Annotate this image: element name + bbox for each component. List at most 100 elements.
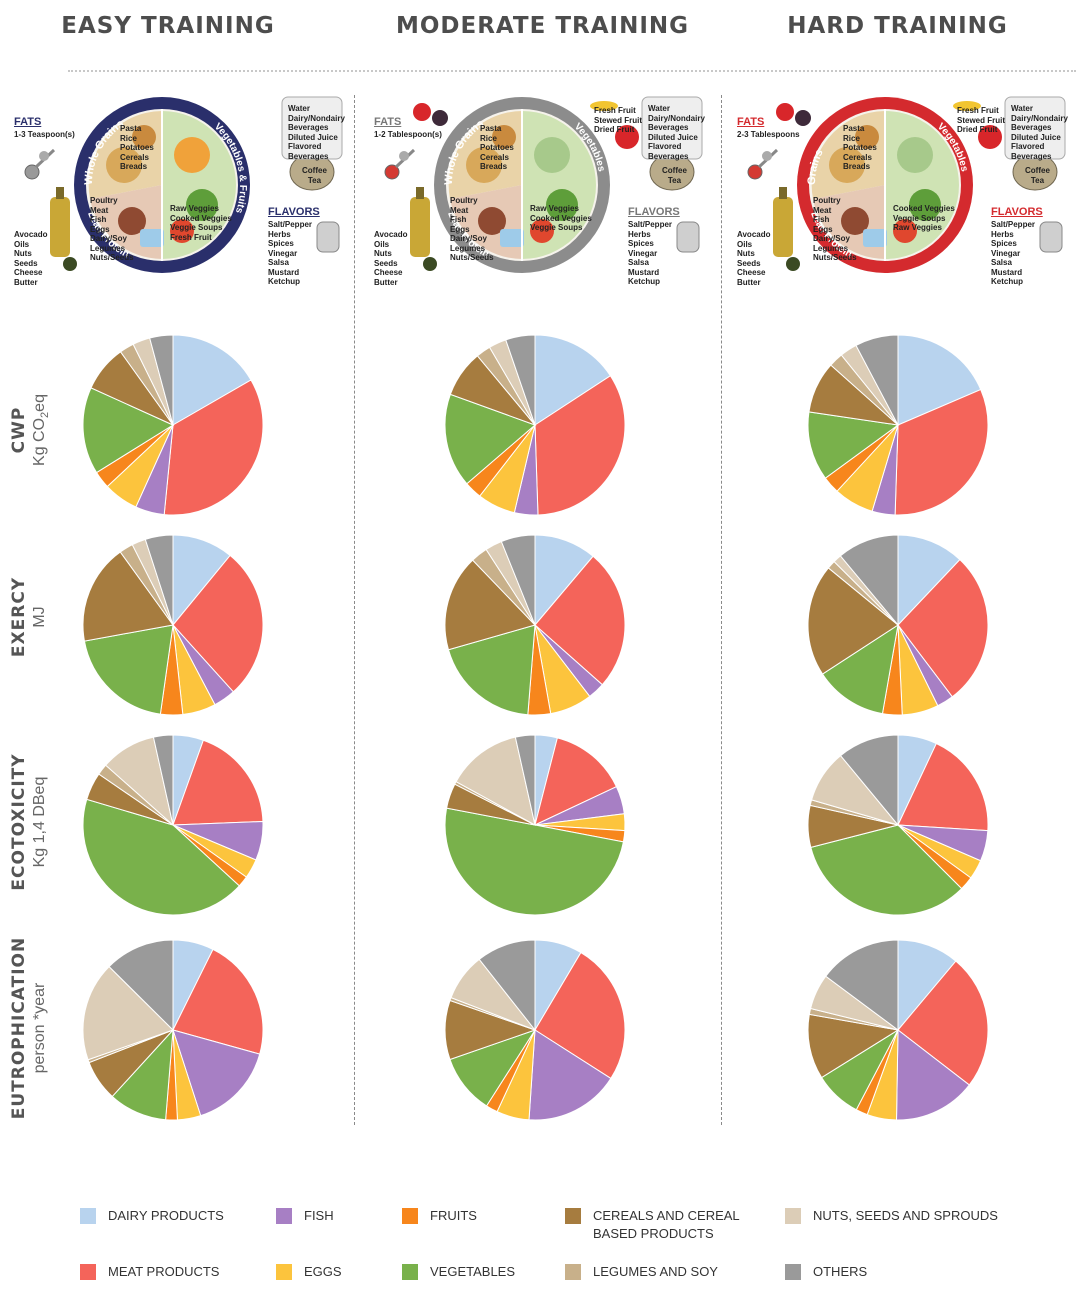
measuring-spoon-icon <box>747 164 763 180</box>
legend-label: CEREALS AND CEREAL BASED PRODUCTS <box>593 1208 740 1241</box>
berry-icon <box>795 110 811 126</box>
legend-label: VEGETABLES <box>430 1264 516 1279</box>
dairy-icon <box>500 229 524 247</box>
tomato-icon <box>530 219 554 243</box>
pie-slice-dairy-products <box>172 334 252 426</box>
banana-icon <box>953 101 981 111</box>
pie-exercy-0 <box>82 534 264 716</box>
apple-icon <box>615 125 639 149</box>
legend-label: LEGUMES AND SOY <box>593 1264 718 1279</box>
measuring-spoon-icon <box>399 151 409 161</box>
glass-icon <box>641 96 703 160</box>
pie-slice-vegetables <box>821 623 899 715</box>
pie-slice-vegetables <box>807 411 900 479</box>
pie-slice-meat-products <box>163 379 264 516</box>
strawberry-icon <box>413 103 431 121</box>
protein-items: Poultry Meat Fish Eggs Dairy/Soy Legumes… <box>813 196 857 262</box>
fats-amount: 1-2 Tablespoon(s) <box>374 130 442 139</box>
pie-slice-vegetables <box>444 393 536 485</box>
pie-eutrophication-0 <box>82 939 264 1121</box>
legend-swatch <box>402 1208 418 1224</box>
vegetable-icon <box>534 137 570 173</box>
pie-cwp-0 <box>82 334 264 516</box>
tomato-icon <box>893 219 917 243</box>
measuring-spoon-icon <box>384 164 400 180</box>
grains-items: Pasta Rice Potatoes Cereals Breads <box>120 124 154 171</box>
pie-slice-vegetables <box>447 624 536 716</box>
pie-ecotoxicity-1 <box>444 734 626 916</box>
vegetable-icon <box>909 189 941 221</box>
bread-icon <box>132 125 156 149</box>
vegetable-icon <box>174 137 210 173</box>
pie-slice-dairy-products <box>897 334 982 426</box>
pie-cwp-2 <box>807 334 989 516</box>
fruit-items: Fresh Fruit Stewed Fruit Dried Fruit <box>594 106 643 134</box>
olive-icon <box>786 257 800 271</box>
pie-slice-fish <box>528 1029 612 1121</box>
glass-icon <box>281 96 343 160</box>
column-title-moderate: MODERATE TRAINING <box>395 13 690 39</box>
fruit-items: Fresh Fruit Stewed Fruit Dried Fruit <box>957 106 1006 134</box>
dairy-icon <box>863 229 887 247</box>
strawberry-icon <box>776 103 794 121</box>
pie-slice-cereals-and-cereal-based-products <box>444 559 536 651</box>
legend-swatch <box>785 1208 801 1224</box>
column-title-easy: EASY TRAINING <box>61 13 275 39</box>
pie-slice-vegetables <box>82 798 241 916</box>
cup-label: Coffee Tea <box>662 166 687 185</box>
fats-amount: 1-3 Teaspoon(s) <box>14 130 75 139</box>
pie-slice-meat-products <box>534 555 626 686</box>
pie-slice-meat-products <box>534 375 626 516</box>
pie-slice-others <box>825 939 899 1031</box>
olive-icon <box>63 257 77 271</box>
fats-items: Avocado Oils Nuts Seeds Cheese Butter <box>374 230 408 287</box>
pie-slice-vegetables <box>810 824 963 916</box>
bread-icon <box>466 147 502 183</box>
salt-shaker-icon <box>316 221 340 253</box>
pie-slice-others <box>855 334 899 426</box>
pie-slice-others <box>152 734 174 826</box>
pie-slice-cereals-and-cereal-based-products <box>82 551 174 642</box>
legend-swatch <box>565 1264 581 1280</box>
pie-eutrophication-2 <box>807 939 989 1121</box>
legend-swatch <box>80 1208 96 1224</box>
plate-hard: Grains Lean Protein Vegetables FATS 2-3 Tabl… <box>735 92 1075 302</box>
berry-icon <box>432 110 448 126</box>
pie-slice-others <box>839 534 899 627</box>
pie-slice-fish <box>895 1028 970 1121</box>
legend-swatch <box>276 1208 292 1224</box>
legend-swatch <box>785 1264 801 1280</box>
legend-label: MEAT PRODUCTS <box>108 1264 220 1279</box>
pie-slice-dairy-products <box>897 534 961 627</box>
cup-label: Coffee Tea <box>302 166 327 185</box>
fats-label: FATS <box>14 116 42 128</box>
flavors-label: FLAVORS <box>628 206 680 218</box>
pie-slice-others <box>478 939 536 1032</box>
pie-slice-meat-products <box>894 388 989 516</box>
flavors-label: FLAVORS <box>991 206 1043 218</box>
vegetables-items: Cooked Veggies Veggie Soups Raw Veggies <box>893 204 955 232</box>
bread-icon <box>492 125 516 149</box>
glass-icon <box>1004 96 1066 160</box>
salt-shaker-icon <box>1039 221 1063 253</box>
vegetables-items: Raw Veggies Cooked Veggies Veggie Soups <box>530 204 592 232</box>
olive-icon <box>423 257 437 271</box>
flavors-items: Salt/Pepper Herbs Spices Vinegar Salsa M… <box>268 220 313 286</box>
pie-slice-vegetables <box>82 387 175 474</box>
fats-items: Avocado Oils Nuts Seeds Cheese Butter <box>737 230 771 287</box>
pie-slice-others <box>839 734 899 827</box>
oil-bottle-icon <box>50 197 70 257</box>
banana-icon <box>590 101 618 111</box>
fats-items: Avocado Oils Nuts Seeds Cheese Butter <box>14 230 48 287</box>
oil-bottle-cap <box>779 187 787 199</box>
pie-slice-cereals-and-cereal-based-products <box>807 1013 900 1079</box>
protein-items: Poultry Meat Fish Eggs Dairy/Soy Legumes… <box>90 196 134 262</box>
oil-bottle-cap <box>56 187 64 199</box>
pie-slice-others <box>514 734 536 826</box>
pie-slice-nuts-seeds-and-sprouds <box>455 736 536 826</box>
tomato-icon <box>170 219 194 243</box>
legend-label: NUTS, SEEDS AND SPROUDS <box>813 1208 998 1223</box>
pie-ecotoxicity-0 <box>82 734 264 916</box>
vegetable-icon <box>897 137 933 173</box>
pie-slice-meat-products <box>897 558 989 698</box>
